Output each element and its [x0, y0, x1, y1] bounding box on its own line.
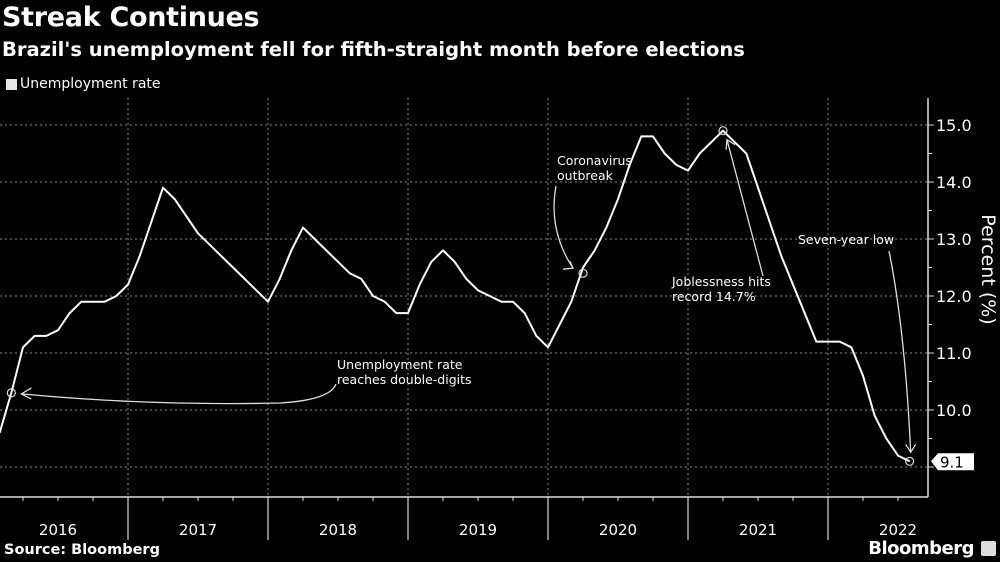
annotation-arrow	[19, 383, 337, 405]
last-value-badge	[931, 453, 974, 471]
annotation-record: Joblessness hits	[671, 274, 771, 289]
annotation-coronavirus: outbreak	[557, 168, 614, 183]
legend-label: Unemployment rate	[20, 76, 161, 92]
chart-title: Streak Continues	[2, 2, 260, 33]
annotation-coronavirus: Coronavirus	[557, 153, 632, 168]
last-value-label: 9.1	[940, 453, 964, 471]
y-tick-label: 14.0	[936, 173, 972, 192]
annotation-marker	[905, 456, 915, 466]
annotation-double-digits: reaches double-digits	[337, 372, 472, 387]
chart-subtitle: Brazil's unemployment fell for fifth-str…	[2, 38, 745, 61]
annotation-arrow	[725, 138, 764, 277]
y-tick-label: 12.0	[936, 287, 972, 306]
annotation-double-digits: Unemployment rate	[337, 357, 463, 372]
annotation-marker	[578, 268, 588, 278]
annotation-arrow	[553, 185, 574, 270]
bloomberg-logo: Bloomberg	[868, 538, 974, 559]
legend: Unemployment rate	[6, 76, 161, 92]
legend-swatch	[6, 78, 17, 90]
y-axis-label: Percent (%)	[977, 214, 999, 324]
chart-icon	[981, 541, 996, 556]
y-tick-label: 15.0	[936, 116, 972, 135]
x-tick-label: 2016	[39, 521, 77, 539]
y-tick-label: 13.0	[936, 230, 972, 249]
annotation-marker	[718, 126, 728, 136]
source-note: Source: Bloomberg	[4, 542, 160, 558]
x-tick-label: 2017	[179, 521, 217, 539]
x-tick-label: 2021	[739, 521, 777, 539]
y-tick-label: 11.0	[936, 344, 972, 363]
x-tick-label: 2020	[599, 521, 637, 539]
annotation-marker	[6, 388, 16, 398]
y-tick-label: 10.0	[936, 401, 972, 420]
annotation-arrow	[888, 250, 917, 454]
x-tick-label: 2019	[459, 521, 497, 539]
x-tick-label: 2018	[319, 521, 357, 539]
series-line-unemployment-rate	[0, 129, 911, 463]
x-tick-label: 2022	[879, 521, 917, 539]
annotation-seven-year-low: Seven-year low	[798, 232, 894, 247]
annotation-record: record 14.7%	[672, 289, 756, 304]
